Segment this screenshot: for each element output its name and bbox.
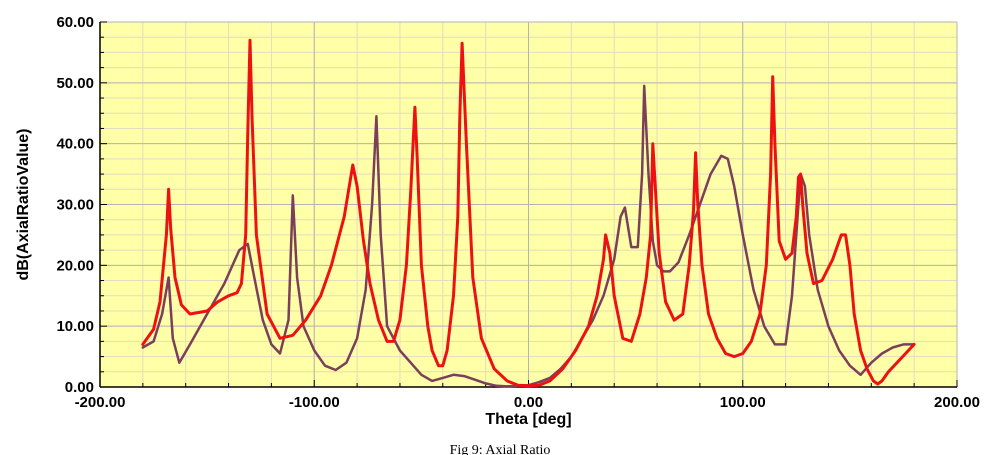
y-axis-label: dB(AxialRatioValue) (15, 128, 32, 280)
y-tick-label: 30.00 (56, 197, 94, 214)
y-tick-label: 10.00 (56, 318, 94, 335)
y-tick-label: 40.00 (56, 136, 94, 153)
x-tick-label: -100.00 (289, 394, 340, 411)
figure-caption: Fig 9: Axial Ratio (450, 443, 551, 455)
series-lines (141, 38, 916, 388)
x-tick-label: 100.00 (720, 394, 766, 411)
y-tick-label: 20.00 (56, 257, 94, 274)
series-line-2 (141, 38, 916, 388)
x-axis-label: Theta [deg] (485, 411, 571, 428)
y-tick-label: 50.00 (56, 75, 94, 92)
y-tick-label: 60.00 (56, 14, 94, 31)
grid (99, 21, 958, 388)
tick-labels: 0.00 10.00 20.00 30.00 40.00 50.00 60.00 -200.0… (56, 14, 979, 411)
x-tick-label: 0.00 (514, 394, 543, 411)
y-tick-label: 0.00 (65, 379, 94, 396)
x-tick-label: -200.00 (75, 394, 126, 411)
x-tick-label: 200.00 (934, 394, 980, 411)
